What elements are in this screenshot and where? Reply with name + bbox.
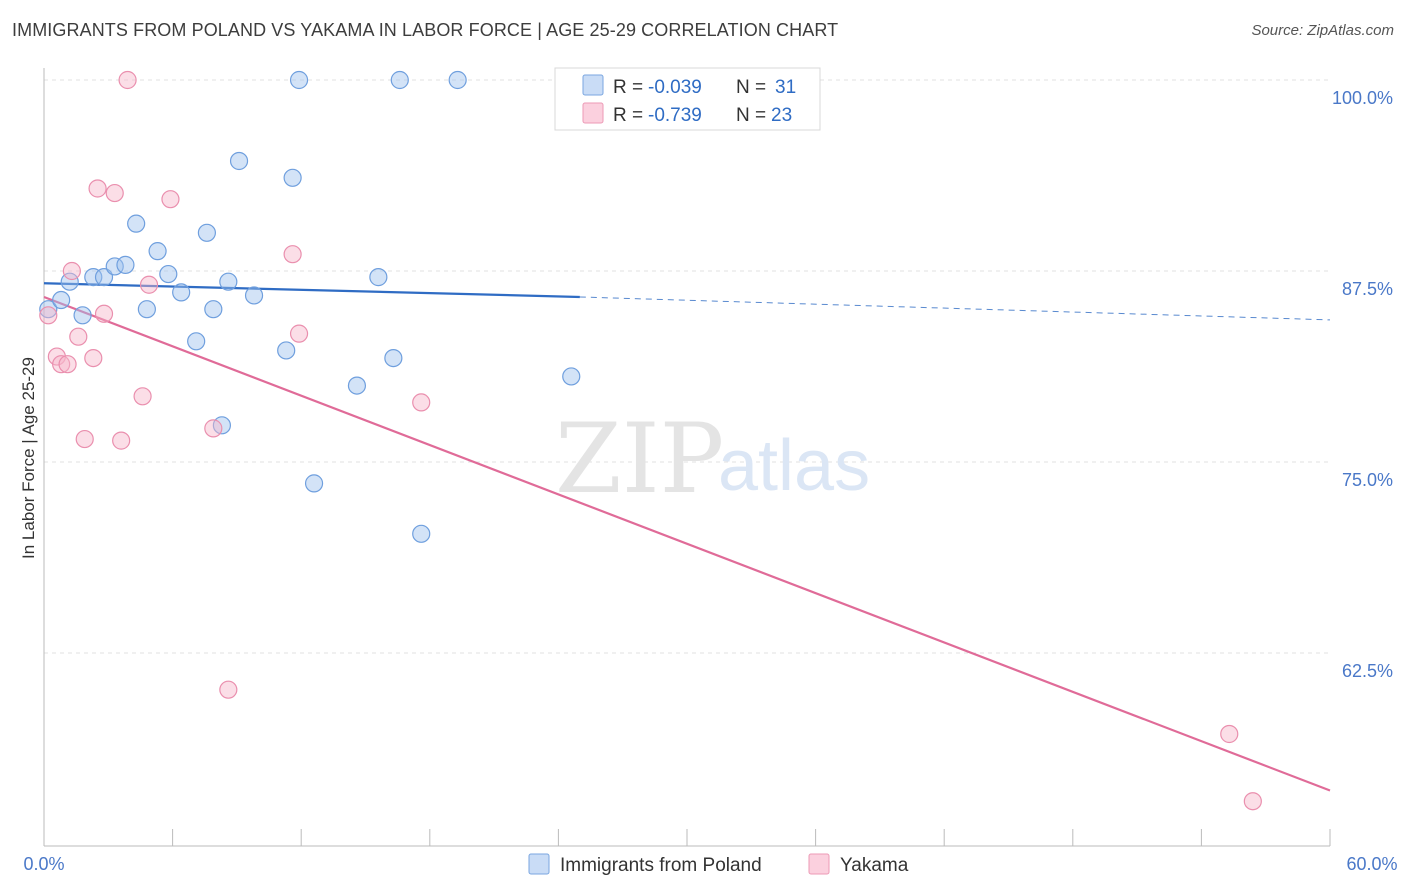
data-point-yakama	[112, 431, 131, 450]
series-legend-label-yakama[interactable]: Yakama	[840, 855, 909, 876]
data-point-yakama	[1220, 724, 1239, 744]
y-tick-labels: 62.5% 75.0% 87.5% 100.0%	[1332, 88, 1393, 681]
trend-line-0	[43, 282, 580, 299]
series-legend-label-poland[interactable]: Immigrants from Poland	[560, 855, 762, 876]
watermark-zip: ZIP	[555, 403, 724, 515]
data-point-poland	[52, 290, 71, 310]
data-point-poland	[289, 70, 309, 90]
trend-line-1	[43, 295, 1331, 792]
x-tick-label-max: 60.0%	[1346, 854, 1397, 874]
data-point-poland	[197, 223, 216, 242]
data-point-poland	[229, 151, 249, 171]
x-tick-label-min: 0.0%	[23, 854, 64, 874]
data-point-poland	[369, 268, 388, 287]
data-point-poland	[384, 348, 403, 368]
series-legend-swatch-yakama[interactable]	[808, 853, 830, 875]
legend-swatch-poland	[582, 74, 604, 96]
legend-n-label-poland: N =	[736, 77, 766, 98]
data-point-poland	[277, 341, 296, 360]
trend-line-extension-0	[579, 296, 1331, 321]
data-point-yakama	[133, 387, 152, 406]
data-point-poland	[204, 300, 223, 319]
data-point-yakama	[412, 393, 431, 412]
data-point-poland	[187, 332, 206, 351]
legend-r-label-yakama: R =	[613, 105, 643, 126]
legend-n-label-yakama: N =	[736, 105, 766, 126]
legend-n-value-yakama: 23	[771, 105, 792, 126]
data-point-yakama	[69, 327, 88, 346]
data-point-yakama	[289, 324, 309, 343]
legend-n-value-poland: 31	[775, 77, 796, 98]
y-tick-label: 87.5%	[1342, 279, 1393, 299]
data-point-poland	[127, 214, 146, 233]
data-point-yakama	[75, 429, 94, 449]
trend-lines	[43, 282, 1331, 792]
data-point-poland	[562, 367, 581, 386]
data-point-poland	[172, 283, 191, 302]
data-point-poland	[283, 168, 302, 187]
data-point-poland	[94, 268, 114, 287]
data-point-poland	[39, 300, 58, 319]
data-point-poland	[448, 70, 467, 90]
data-point-yakama	[219, 680, 238, 699]
data-point-poland	[347, 376, 367, 395]
data-point-yakama	[52, 355, 71, 374]
data-point-yakama	[88, 179, 107, 198]
data-point-yakama	[161, 190, 180, 209]
data-point-yakama	[1243, 792, 1262, 811]
x-ticks	[43, 829, 1331, 846]
legend-swatch-yakama	[582, 102, 604, 124]
data-point-yakama	[62, 261, 81, 281]
watermark: ZIP atlas	[555, 403, 870, 515]
data-point-poland	[412, 524, 431, 543]
data-point-yakama	[39, 306, 58, 325]
y-tick-label: 75.0%	[1342, 470, 1393, 490]
data-point-poland	[244, 286, 264, 305]
y-axis-label: In Labor Force | Age 25-29	[19, 357, 38, 559]
data-point-poland	[304, 474, 324, 493]
chart-title: IMMIGRANTS FROM POLAND VS YAKAMA IN LABO…	[12, 20, 839, 40]
data-point-yakama	[94, 304, 114, 323]
data-point-yakama	[118, 70, 137, 90]
legend-r-value-yakama: -0.739	[648, 105, 702, 126]
y-tick-label: 62.5%	[1342, 661, 1393, 681]
data-point-poland	[390, 70, 409, 90]
data-points	[39, 70, 1262, 811]
y-tick-label: 100.0%	[1332, 88, 1393, 108]
data-point-yakama	[58, 355, 77, 374]
chart-source: Source: ZipAtlas.com	[1251, 22, 1394, 39]
data-point-yakama	[204, 419, 223, 438]
data-point-yakama	[283, 245, 302, 264]
legend-r-label-poland: R =	[613, 77, 643, 98]
data-point-poland	[73, 306, 92, 325]
series-legend-swatch-poland[interactable]	[528, 853, 550, 875]
data-point-poland	[84, 268, 103, 287]
legend-r-value-poland: -0.039	[648, 77, 702, 98]
stats-legend: R = -0.039 N = 31 R = -0.739 N = 23	[554, 67, 821, 131]
data-point-poland	[137, 300, 156, 319]
data-point-yakama	[139, 275, 159, 294]
watermark-atlas: atlas	[718, 426, 870, 506]
data-point-yakama	[105, 183, 124, 203]
data-point-yakama	[84, 348, 103, 368]
series-legend: Immigrants from Poland Yakama	[528, 853, 909, 876]
data-point-poland	[219, 272, 238, 291]
data-point-poland	[148, 242, 167, 261]
data-point-poland	[159, 264, 178, 284]
data-point-poland	[116, 255, 135, 274]
